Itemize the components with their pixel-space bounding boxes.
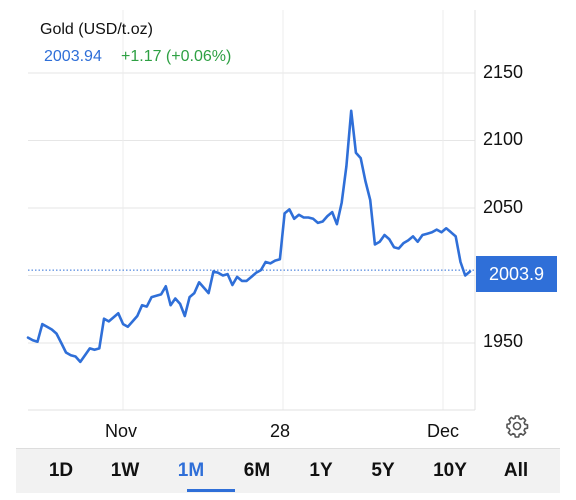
y-tick-label: 2100 xyxy=(483,129,524,149)
tab-6m[interactable]: 6M xyxy=(243,460,271,481)
gear-icon[interactable] xyxy=(505,414,529,438)
tab-all[interactable]: All xyxy=(503,460,529,481)
tab-10y[interactable]: 10Y xyxy=(433,460,467,481)
tab-1d[interactable]: 1D xyxy=(48,460,74,481)
tab-1m[interactable]: 1M xyxy=(177,460,205,481)
active-tab-indicator xyxy=(187,489,235,492)
tab-1w[interactable]: 1W xyxy=(110,460,140,481)
current-price: 2003.94 xyxy=(44,48,102,65)
range-tab-bar: 1D 1W 1M 6M 1Y 5Y 10Y All xyxy=(16,448,560,493)
y-tick-label: 2150 xyxy=(483,62,524,82)
y-tick-label: 2050 xyxy=(483,197,524,217)
x-tick-label: Dec xyxy=(427,421,460,441)
tab-1y[interactable]: 1Y xyxy=(309,460,333,481)
current-price-tag: 2003.9 xyxy=(476,256,557,292)
tab-5y[interactable]: 5Y xyxy=(371,460,395,481)
x-tick-label: 28 xyxy=(270,421,291,441)
price-change: +1.17 (+0.06%) xyxy=(121,48,232,65)
price-line xyxy=(26,109,472,364)
x-tick-label: Nov xyxy=(105,421,138,441)
chart-series xyxy=(26,109,472,364)
y-tick-label: 1950 xyxy=(483,331,524,351)
chart-grid xyxy=(28,10,478,411)
instrument-title: Gold (USD/t.oz) xyxy=(40,21,153,38)
